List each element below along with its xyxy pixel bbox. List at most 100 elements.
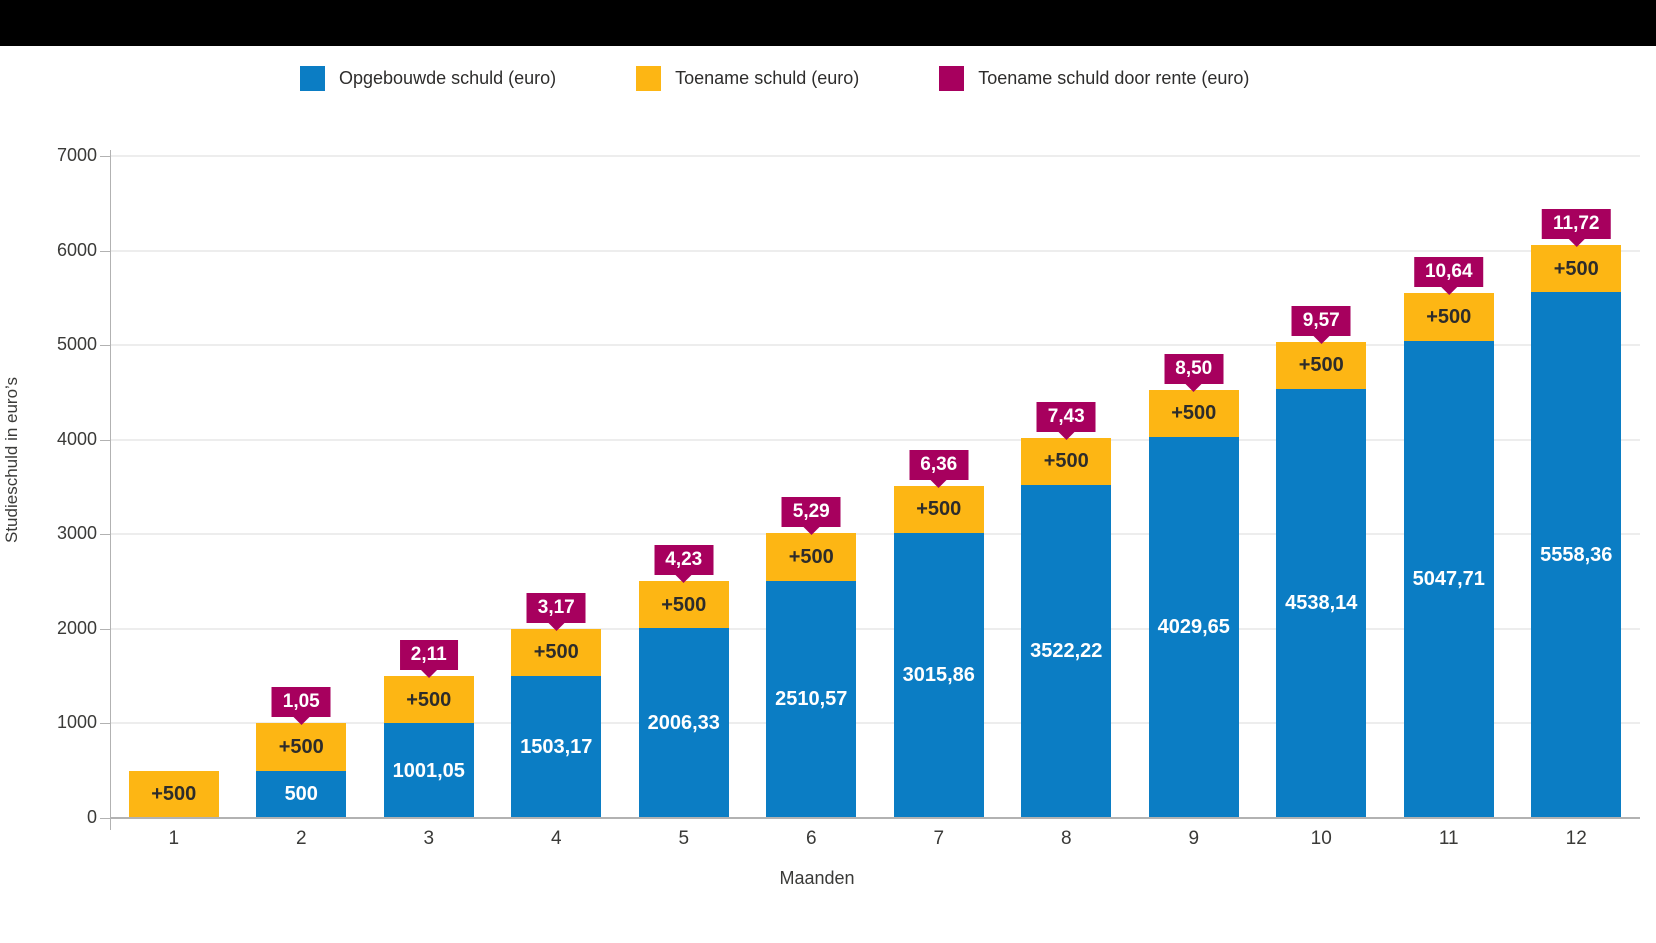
y-tick-mark — [100, 628, 110, 630]
bar-segment-toename-schuld: +500 — [128, 770, 219, 818]
bar-segment-opgebouwde-schuld: 1001,05 — [383, 723, 474, 818]
interest-badge-pointer — [420, 670, 437, 679]
interest-badge: 11,72 — [1542, 209, 1611, 248]
bar-increase-label: +500 — [278, 736, 324, 759]
interest-badge: 3,17 — [526, 592, 586, 631]
bar-value-label: 2006,33 — [647, 712, 720, 735]
chart-legend: Opgebouwde schuld (euro) Toename schuld … — [300, 66, 1249, 91]
bar-increase-label: +500 — [788, 545, 834, 568]
y-tick-mark — [100, 250, 110, 252]
x-axis-line — [110, 817, 1640, 819]
legend-swatch-magenta — [939, 66, 965, 91]
x-tick-label: 2 — [295, 828, 307, 849]
bar-segment-opgebouwde-schuld: 500 — [256, 770, 347, 818]
bar-segment-opgebouwde-schuld: 3015,86 — [893, 532, 984, 818]
bar-segment-toename-schuld: +500 — [893, 485, 984, 533]
y-axis-line — [110, 150, 111, 830]
x-tick-label: 6 — [805, 828, 817, 849]
gridline — [110, 249, 1640, 252]
interest-badge-pointer — [1058, 431, 1075, 440]
interest-badge: 6,36 — [909, 449, 969, 488]
y-tick-mark — [100, 723, 110, 725]
y-tick-label: 1000 — [56, 712, 97, 733]
bar-increase-label: +500 — [1043, 450, 1089, 473]
y-tick-label: 4000 — [56, 428, 97, 449]
bar-value-label: 1503,17 — [520, 735, 593, 758]
bar-segment-toename-schuld: +500 — [1403, 293, 1494, 341]
bar-segment-toename-schuld: +500 — [638, 580, 729, 629]
bar-increase-label: +500 — [533, 641, 579, 664]
bar-increase-label: +500 — [406, 688, 452, 711]
x-tick-label: 4 — [550, 828, 562, 849]
interest-badge: 9,57 — [1291, 305, 1351, 344]
x-tick-label: 10 — [1310, 828, 1332, 849]
x-tick-label: 11 — [1438, 828, 1459, 849]
interest-badge-pointer — [675, 574, 692, 583]
bar-increase-label: +500 — [151, 783, 197, 806]
bar-value-label: 500 — [284, 783, 318, 806]
interest-badge: 10,64 — [1413, 257, 1484, 296]
bar-segment-opgebouwde-schuld: 2510,57 — [766, 580, 857, 818]
plot-area: +500 500 +500 1,05 1001,05 +500 2,11 1503,17 +50… — [110, 155, 1640, 818]
x-tick-label: 3 — [423, 828, 435, 849]
gridline — [110, 438, 1640, 441]
legend-label: Opgebouwde schuld (euro) — [339, 68, 557, 88]
legend-item-toename-schuld-rente: Toename schuld door rente (euro) — [939, 66, 1249, 91]
x-tick-label: 8 — [1060, 828, 1072, 849]
bar-increase-label: +500 — [1171, 402, 1217, 425]
y-tick-mark — [100, 345, 110, 347]
gridline — [110, 533, 1640, 536]
bar-value-label: 4029,65 — [1157, 616, 1230, 639]
bar-segment-toename-schuld: +500 — [1148, 389, 1239, 437]
bar-value-label: 3522,22 — [1030, 640, 1103, 663]
x-tick-label: 9 — [1188, 828, 1200, 849]
interest-badge: 8,50 — [1164, 353, 1224, 392]
gridline — [110, 155, 1640, 157]
interest-badge: 4,23 — [654, 544, 714, 583]
gridline — [110, 627, 1640, 630]
bar-value-label: 4538,14 — [1285, 592, 1358, 615]
bar-increase-label: +500 — [1426, 305, 1472, 328]
legend-label: Toename schuld door rente (euro) — [978, 68, 1250, 88]
y-tick-label: 3000 — [56, 523, 97, 544]
bar-segment-toename-schuld: +500 — [1531, 245, 1622, 293]
interest-badge: 5,29 — [781, 497, 841, 536]
bar-segment-toename-schuld: +500 — [383, 676, 474, 724]
top-black-bar — [0, 0, 1656, 46]
interest-badge-pointer — [803, 527, 820, 536]
y-tick-label: 5000 — [56, 334, 97, 355]
y-tick-mark — [100, 818, 110, 819]
bar-value-label: 1001,05 — [392, 759, 465, 782]
interest-badge: 1,05 — [271, 687, 331, 726]
y-tick-mark — [100, 439, 110, 441]
interest-badge-pointer — [1313, 335, 1330, 344]
interest-badge-pointer — [1440, 287, 1457, 296]
y-tick-mark — [100, 534, 110, 536]
bar-segment-opgebouwde-schuld: 3522,22 — [1021, 484, 1112, 818]
x-tick-label: 7 — [933, 828, 945, 849]
bar-segment-toename-schuld: +500 — [1276, 341, 1367, 389]
bar-segment-toename-schuld: +500 — [1021, 437, 1112, 485]
x-tick-label: 5 — [678, 828, 690, 849]
y-tick-label: 2000 — [56, 617, 97, 638]
interest-badge-pointer — [930, 479, 947, 488]
interest-badge-pointer — [293, 717, 310, 726]
interest-badge: 7,43 — [1036, 401, 1096, 440]
bar-segment-opgebouwde-schuld: 5558,36 — [1531, 292, 1622, 818]
bar-segment-opgebouwde-schuld: 2006,33 — [638, 628, 729, 818]
bar-increase-label: +500 — [916, 498, 962, 521]
bar-increase-label: +500 — [661, 593, 707, 616]
interest-badge-pointer — [1185, 383, 1202, 392]
bar-segment-opgebouwde-schuld: 4538,14 — [1276, 388, 1367, 818]
bar-segment-toename-schuld: +500 — [766, 533, 857, 581]
y-tick-label: 7000 — [56, 145, 97, 165]
legend-swatch-yellow — [636, 66, 662, 91]
bar-value-label: 3015,86 — [902, 664, 975, 687]
legend-swatch-blue — [300, 66, 325, 91]
bar-segment-opgebouwde-schuld: 4029,65 — [1148, 436, 1239, 818]
x-axis-title: Maanden — [779, 868, 855, 888]
y-tick-label: 6000 — [56, 239, 97, 260]
bar-value-label: 5047,71 — [1412, 568, 1485, 591]
y-tick-mark — [100, 156, 110, 157]
